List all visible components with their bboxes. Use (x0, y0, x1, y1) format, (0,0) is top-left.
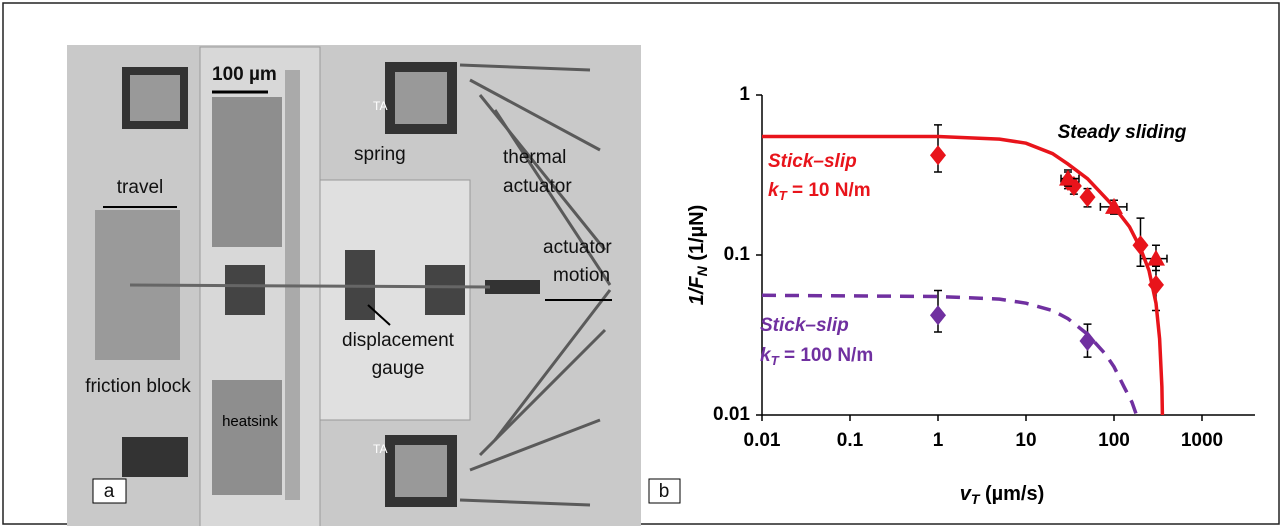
label: actuator (503, 176, 572, 197)
label: TA (373, 442, 387, 456)
x-tick-label: 1 (933, 430, 944, 451)
label: actuator (543, 237, 612, 258)
y-tick-label: 1 (739, 84, 750, 105)
panel-label: a (104, 481, 115, 502)
x-tick-label: 0.01 (744, 430, 781, 451)
x-tick-label: 0.1 (837, 430, 864, 451)
x-tick-label: 1000 (1181, 430, 1223, 451)
page: {"micrograph":{"scale_bar":"100 µm","tra… (0, 0, 1283, 531)
micrograph: 100 µm travel spring thermal actuator ac… (67, 45, 641, 526)
text-rest: (µm/s) (979, 483, 1044, 505)
y-axis-title: 1/FN (1/µN) (686, 205, 709, 306)
text-rest: = 100 N/m (779, 345, 874, 366)
label: thermal (503, 147, 566, 168)
text-rest: (1/µN) (686, 205, 708, 267)
annotation: Stick–slip (768, 151, 857, 172)
label: displacement (342, 330, 455, 351)
label: travel (117, 177, 163, 198)
scale-label: 100 µm (212, 64, 277, 85)
x-tick-label: 10 (1015, 430, 1036, 451)
label: TA (373, 99, 387, 113)
label: gauge (372, 358, 425, 379)
y-tick-label: 0.01 (713, 404, 750, 425)
y-tick-label: 0.1 (724, 244, 751, 265)
label: motion (553, 265, 610, 286)
label: heatsink (222, 413, 278, 430)
text-rest: = 10 N/m (787, 180, 871, 201)
annotation: Steady sliding (1058, 122, 1187, 143)
text-main: 1/F (686, 276, 708, 306)
annotation: Stick–slip (760, 315, 849, 336)
label: friction block (85, 376, 191, 397)
panel-label: b (659, 481, 670, 502)
label: spring (354, 144, 406, 165)
figure: 100 µm travel spring thermal actuator ac… (0, 0, 1283, 526)
x-tick-label: 100 (1098, 430, 1130, 451)
